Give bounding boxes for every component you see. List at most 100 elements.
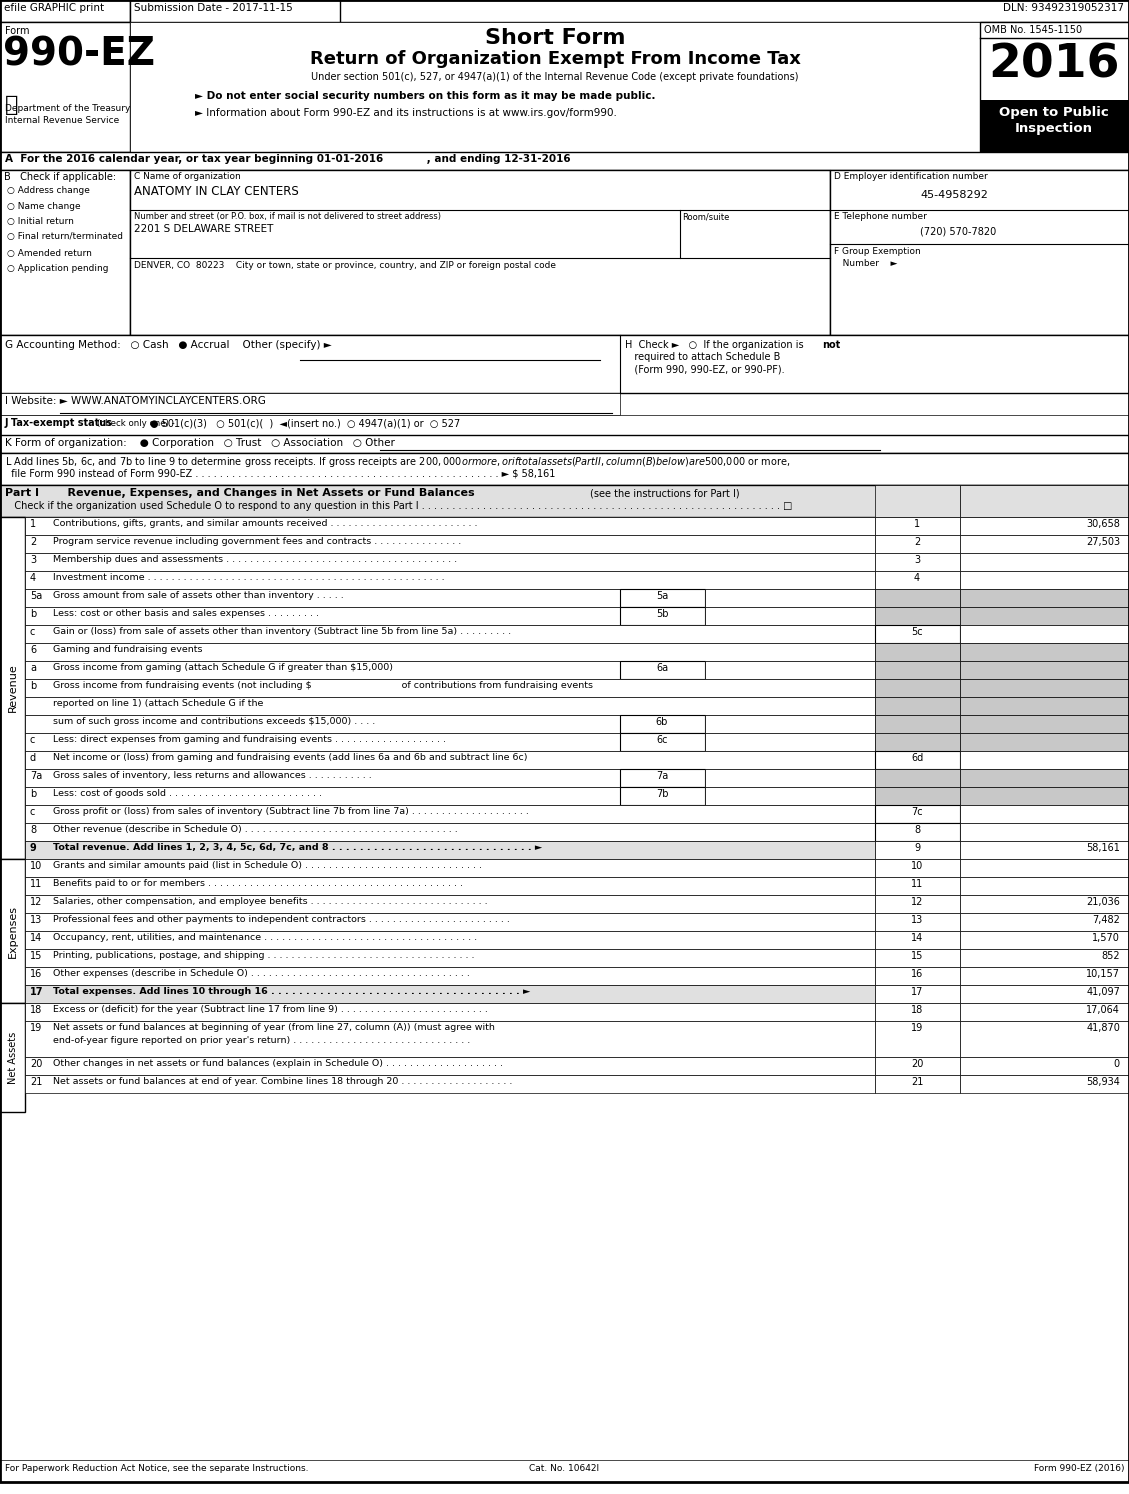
- Text: 16: 16: [30, 970, 42, 979]
- Text: 5a: 5a: [30, 592, 42, 601]
- Bar: [875, 877, 960, 895]
- Text: D Employer identification number: D Employer identification number: [834, 172, 988, 181]
- Text: Grants and similar amounts paid (list in Schedule O) . . . . . . . . . . . . . .: Grants and similar amounts paid (list in…: [53, 861, 482, 870]
- Text: d: d: [30, 753, 36, 763]
- Bar: [25, 823, 875, 841]
- Text: 11: 11: [30, 878, 42, 889]
- Bar: [875, 486, 960, 517]
- Bar: [620, 787, 704, 805]
- Text: 7,482: 7,482: [1092, 914, 1120, 925]
- Bar: [960, 805, 1129, 823]
- Text: E Telephone number: E Telephone number: [834, 212, 927, 221]
- Text: 17,064: 17,064: [1086, 1005, 1120, 1014]
- Text: 3: 3: [914, 554, 920, 565]
- Text: 6c: 6c: [656, 735, 667, 746]
- Bar: [875, 1076, 960, 1094]
- Bar: [0, 517, 25, 859]
- Text: 9: 9: [30, 843, 37, 853]
- Bar: [875, 769, 960, 787]
- Bar: [620, 589, 704, 607]
- Text: OMB No. 1545-1150: OMB No. 1545-1150: [984, 25, 1082, 34]
- Text: Cat. No. 10642I: Cat. No. 10642I: [530, 1464, 599, 1473]
- Text: Other changes in net assets or fund balances (explain in Schedule O) . . . . . .: Other changes in net assets or fund bala…: [53, 1059, 504, 1068]
- Text: F Group Exemption: F Group Exemption: [834, 247, 921, 255]
- Text: J Tax-exempt status: J Tax-exempt status: [5, 418, 113, 427]
- Bar: [25, 895, 875, 913]
- Text: 20: 20: [911, 1059, 924, 1070]
- Bar: [25, 769, 620, 787]
- Bar: [25, 589, 620, 607]
- Bar: [960, 751, 1129, 769]
- Text: Short Form: Short Form: [484, 28, 625, 48]
- Bar: [875, 589, 960, 607]
- Bar: [960, 1002, 1129, 1020]
- Text: 10: 10: [911, 861, 924, 871]
- Text: Gaming and fundraising events: Gaming and fundraising events: [53, 645, 202, 654]
- Text: 6a: 6a: [656, 663, 668, 672]
- Text: (Form 990, 990-EZ, or 990-PF).: (Form 990, 990-EZ, or 990-PF).: [625, 365, 785, 374]
- Text: 18: 18: [30, 1005, 42, 1014]
- Text: Less: direct expenses from gaming and fundraising events . . . . . . . . . . . .: Less: direct expenses from gaming and fu…: [53, 735, 446, 744]
- Text: 45-4958292: 45-4958292: [920, 190, 988, 200]
- Bar: [620, 769, 704, 787]
- Bar: [0, 170, 130, 335]
- Bar: [25, 841, 875, 859]
- Text: b: b: [30, 610, 36, 619]
- Bar: [875, 751, 960, 769]
- Bar: [960, 931, 1129, 949]
- Text: Other revenue (describe in Schedule O) . . . . . . . . . . . . . . . . . . . . .: Other revenue (describe in Schedule O) .…: [53, 825, 457, 834]
- Bar: [875, 1002, 960, 1020]
- Text: Total revenue. Add lines 1, 2, 3, 4, 5c, 6d, 7c, and 8 . . . . . . . . . . . . .: Total revenue. Add lines 1, 2, 3, 4, 5c,…: [53, 843, 542, 852]
- Text: H  Check ►   ○  If the organization is: H Check ► ○ If the organization is: [625, 341, 807, 350]
- Bar: [875, 642, 960, 660]
- Bar: [25, 1002, 875, 1020]
- Bar: [875, 553, 960, 571]
- Text: Professional fees and other payments to independent contractors . . . . . . . . : Professional fees and other payments to …: [53, 914, 510, 923]
- Bar: [620, 660, 704, 678]
- Text: Excess or (deficit) for the year (Subtract line 17 from line 9) . . . . . . . . : Excess or (deficit) for the year (Subtra…: [53, 1005, 488, 1014]
- Text: Under section 501(c), 527, or 4947(a)(1) of the Internal Revenue Code (except pr: Under section 501(c), 527, or 4947(a)(1)…: [312, 72, 798, 82]
- Text: 58,161: 58,161: [1086, 843, 1120, 853]
- Text: 1: 1: [914, 518, 920, 529]
- Text: Submission Date - 2017-11-15: Submission Date - 2017-11-15: [134, 3, 292, 13]
- Text: a: a: [30, 663, 36, 672]
- Bar: [0, 859, 25, 1002]
- Bar: [875, 678, 960, 698]
- Text: Open to Public: Open to Public: [999, 106, 1109, 120]
- Text: 9: 9: [914, 843, 920, 853]
- Bar: [25, 607, 620, 624]
- Text: ○ Final return/terminated: ○ Final return/terminated: [7, 232, 123, 241]
- Text: Department of the Treasury: Department of the Treasury: [5, 105, 130, 114]
- Text: ● 501(c)(3)   ○ 501(c)(  )  ◄(insert no.)  ○ 4947(a)(1) or  ○ 527: ● 501(c)(3) ○ 501(c)( ) ◄(insert no.) ○ …: [150, 418, 461, 427]
- Text: Benefits paid to or for members . . . . . . . . . . . . . . . . . . . . . . . . : Benefits paid to or for members . . . . …: [53, 878, 463, 887]
- Text: 1,570: 1,570: [1092, 932, 1120, 943]
- Bar: [0, 22, 130, 152]
- Text: 10: 10: [30, 861, 42, 871]
- Text: 2016: 2016: [988, 42, 1120, 87]
- Bar: [0, 0, 130, 22]
- Text: 3: 3: [30, 554, 36, 565]
- Text: Gross income from fundraising events (not including $                           : Gross income from fundraising events (no…: [53, 681, 593, 690]
- Text: 17: 17: [911, 988, 924, 996]
- Bar: [25, 751, 875, 769]
- Bar: [980, 100, 1129, 152]
- Bar: [25, 642, 875, 660]
- Text: ○ Amended return: ○ Amended return: [7, 249, 91, 258]
- Bar: [960, 841, 1129, 859]
- Bar: [875, 805, 960, 823]
- Text: Expenses: Expenses: [8, 904, 18, 958]
- Text: Salaries, other compensation, and employee benefits . . . . . . . . . . . . . . : Salaries, other compensation, and employ…: [53, 896, 488, 905]
- Text: file Form 990 instead of Form 990-EZ . . . . . . . . . . . . . . . . . . . . . .: file Form 990 instead of Form 990-EZ . .…: [5, 468, 555, 478]
- Bar: [960, 517, 1129, 535]
- Text: Number    ►: Number ►: [834, 258, 898, 267]
- Text: 14: 14: [911, 932, 924, 943]
- Bar: [704, 589, 875, 607]
- Text: B   Check if applicable:: B Check if applicable:: [5, 172, 116, 182]
- Bar: [875, 624, 960, 642]
- Text: 7a: 7a: [656, 771, 668, 781]
- Bar: [620, 607, 704, 624]
- Text: 5c: 5c: [911, 627, 922, 636]
- Text: A  For the 2016 calendar year, or tax year beginning 01-01-2016            , and: A For the 2016 calendar year, or tax yea…: [5, 154, 570, 164]
- Bar: [980, 22, 1129, 152]
- Bar: [620, 716, 704, 734]
